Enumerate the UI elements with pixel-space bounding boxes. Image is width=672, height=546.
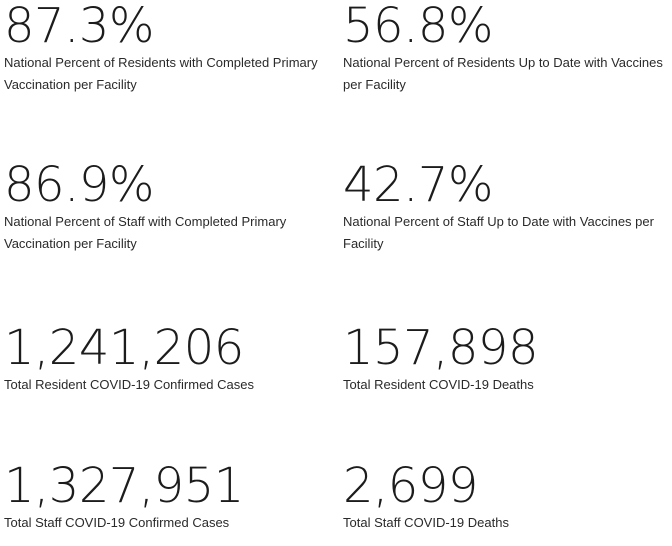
stat-staff-deaths: 2,699 Total Staff COVID-19 Deaths bbox=[343, 462, 672, 534]
stat-label: Total Resident COVID-19 Confirmed Cases bbox=[4, 377, 254, 392]
stat-value: 56.8% bbox=[343, 0, 493, 54]
stat-label: Total Staff COVID-19 Confirmed Cases bbox=[4, 515, 230, 530]
stat-value: 87.3% bbox=[4, 0, 154, 54]
stat-staff-up-to-date: 42.7% National Percent of Staff Up to Da… bbox=[343, 161, 672, 255]
stat-staff-primary-vaccination: 86.9% National Percent of Staff with Com… bbox=[4, 161, 334, 255]
stat-staff-confirmed-cases: 1,327,951 Total Staff COVID-19 Confirmed… bbox=[4, 462, 334, 534]
stat-label: Total Staff COVID-19 Deaths bbox=[343, 515, 509, 530]
stat-value: 42.7% bbox=[343, 157, 493, 213]
stat-value: 86.9% bbox=[4, 157, 154, 213]
stat-label: National Percent of Residents with Compl… bbox=[4, 55, 318, 92]
stat-resident-confirmed-cases: 1,241,206 Total Resident COVID-19 Confir… bbox=[4, 324, 334, 396]
stat-label: Total Resident COVID-19 Deaths bbox=[343, 377, 534, 392]
stat-resident-deaths: 157,898 Total Resident COVID-19 Deaths bbox=[343, 324, 672, 396]
stat-residents-primary-vaccination: 87.3% National Percent of Residents with… bbox=[4, 0, 334, 96]
stat-label: National Percent of Staff with Completed… bbox=[4, 214, 287, 251]
stat-label: National Percent of Staff Up to Date wit… bbox=[343, 214, 654, 251]
stat-value: 2,699 bbox=[343, 458, 478, 514]
stat-residents-up-to-date: 56.8% National Percent of Residents Up t… bbox=[343, 0, 672, 96]
stat-value: 157,898 bbox=[343, 320, 539, 376]
stat-label: National Percent of Residents Up to Date… bbox=[343, 55, 663, 92]
stat-value: 1,327,951 bbox=[4, 458, 244, 514]
stat-value: 1,241,206 bbox=[4, 320, 244, 376]
